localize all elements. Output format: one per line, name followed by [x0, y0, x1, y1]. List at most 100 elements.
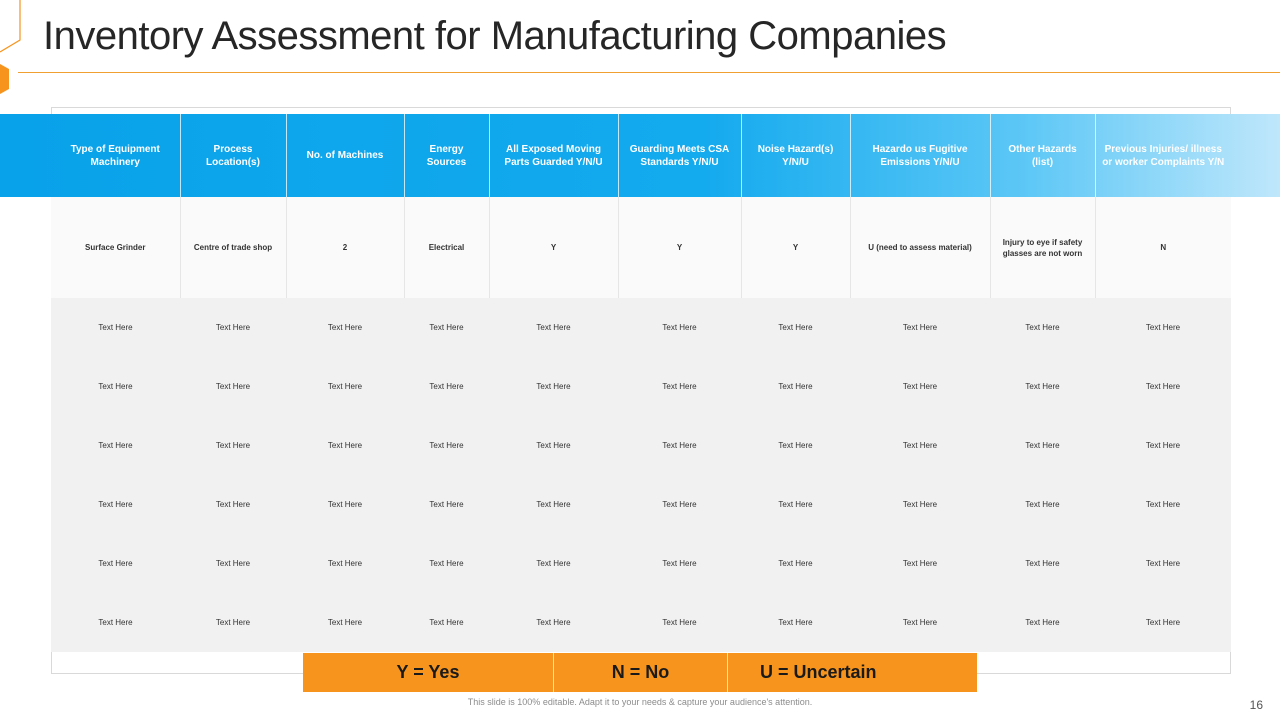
header-cell: No. of Machines [285, 114, 404, 197]
table-cell: Text Here [618, 475, 741, 534]
table-cell: Y [488, 197, 618, 298]
table-cell: Text Here [51, 534, 180, 593]
table-row: Text Here Text Here Text Here Text Here … [51, 475, 1231, 534]
table-cell: 2 [285, 197, 404, 298]
table-cell: Text Here [404, 416, 489, 475]
table-cell: Text Here [850, 416, 990, 475]
table-cell: Text Here [741, 357, 850, 416]
table-cell: Text Here [51, 416, 180, 475]
table-cell: Text Here [286, 534, 404, 593]
table-cell: U (need to assess material) [849, 197, 990, 298]
table-cell: Text Here [286, 593, 404, 652]
legend-divider [553, 653, 554, 692]
table-cell: Text Here [1095, 357, 1231, 416]
table-header-row: Type of Equipment Machinery Process Loca… [51, 114, 1231, 197]
header-cell: Guarding Meets CSA Standards Y/N/U [617, 114, 741, 197]
table-cell: Text Here [850, 534, 990, 593]
table-cell: Text Here [180, 416, 286, 475]
legend-bar: Y = Yes N = No U = Uncertain [303, 653, 977, 692]
table-cell: Text Here [618, 298, 741, 357]
header-cell: Process Location(s) [179, 114, 286, 197]
table-cell: Electrical [403, 197, 489, 298]
table-cell: Y [617, 197, 741, 298]
table-cell: Text Here [404, 534, 489, 593]
table-row: Surface Grinder Centre of trade shop 2 E… [51, 197, 1231, 298]
legend-uncertain: U = Uncertain [760, 662, 877, 682]
table-cell: Text Here [286, 298, 404, 357]
table-cell: Text Here [1095, 298, 1231, 357]
page-title: Inventory Assessment for Manufacturing C… [43, 14, 947, 58]
table-cell: Text Here [286, 475, 404, 534]
table-cell: Text Here [618, 593, 741, 652]
table-cell: Text Here [404, 357, 489, 416]
table-cell: N [1094, 197, 1231, 298]
table-cell: Text Here [180, 298, 286, 357]
header-cell: All Exposed Moving Parts Guarded Y/N/U [488, 114, 618, 197]
table-cell: Text Here [180, 475, 286, 534]
table-cell: Text Here [1095, 593, 1231, 652]
table-cell: Text Here [404, 298, 489, 357]
table-cell: Text Here [51, 298, 180, 357]
table-cell: Surface Grinder [51, 197, 180, 298]
table-cell: Text Here [180, 357, 286, 416]
table-cell: Text Here [741, 593, 850, 652]
table-cell: Text Here [741, 475, 850, 534]
header-cell: Type of Equipment Machinery [70, 143, 160, 168]
table-cell: Text Here [990, 357, 1095, 416]
table-cell: Text Here [990, 298, 1095, 357]
legend-no: N = No [611, 662, 670, 682]
table-cell: Text Here [489, 416, 618, 475]
table-cell: Text Here [51, 357, 180, 416]
table-cell: Text Here [990, 534, 1095, 593]
table-cell: Text Here [51, 475, 180, 534]
table-row: Text Here Text Here Text Here Text Here … [51, 534, 1231, 593]
table-row: Text Here Text Here Text Here Text Here … [51, 357, 1231, 416]
table-cell: Text Here [618, 357, 741, 416]
table-row: Text Here Text Here Text Here Text Here … [51, 298, 1231, 357]
table-cell: Text Here [404, 593, 489, 652]
table-cell: Text Here [489, 475, 618, 534]
header-cell: Other Hazards (list) [989, 114, 1095, 197]
table-cell: Text Here [850, 475, 990, 534]
table-cell: Text Here [741, 416, 850, 475]
table-cell: Text Here [180, 534, 286, 593]
title-divider [18, 72, 1280, 73]
table-cell: Text Here [489, 298, 618, 357]
table-row: Text Here Text Here Text Here Text Here … [51, 593, 1231, 652]
table-cell: Text Here [618, 416, 741, 475]
legend-yes: Y = Yes [396, 662, 460, 682]
table-cell: Centre of trade shop [179, 197, 286, 298]
legend-divider [727, 653, 728, 692]
table-cell: Text Here [850, 593, 990, 652]
footer-note: This slide is 100% editable. Adapt it to… [467, 697, 813, 707]
hexagon-decoration [0, 0, 21, 94]
table-cell: Text Here [286, 416, 404, 475]
table-cell: Text Here [489, 534, 618, 593]
table-row: Text Here Text Here Text Here Text Here … [51, 416, 1231, 475]
table-cell: Text Here [1095, 416, 1231, 475]
table-cell: Text Here [286, 357, 404, 416]
table-cell: Text Here [618, 534, 741, 593]
header-cell: Energy Sources [403, 114, 489, 197]
table-cell: Text Here [741, 534, 850, 593]
table-cell: Text Here [1095, 475, 1231, 534]
header-cell: Noise Hazard(s) Y/N/U [740, 114, 850, 197]
table-cell: Text Here [741, 298, 850, 357]
table-cell: Y [740, 197, 850, 298]
table-cell: Text Here [990, 593, 1095, 652]
table-cell: Text Here [1095, 534, 1231, 593]
table-cell: Text Here [850, 357, 990, 416]
table-cell: Text Here [404, 475, 489, 534]
table-cell: Text Here [850, 298, 990, 357]
table-cell: Text Here [489, 593, 618, 652]
table-cell: Text Here [990, 416, 1095, 475]
table-cell: Text Here [990, 475, 1095, 534]
header-cell: Hazardo us Fugitive Emissions Y/N/U [849, 114, 990, 197]
table-cell: Text Here [180, 593, 286, 652]
inventory-table: Type of Equipment Machinery Process Loca… [51, 114, 1231, 652]
header-cell: Previous Injuries/ illness or worker Com… [1094, 114, 1231, 197]
table-cell: Text Here [489, 357, 618, 416]
page-number: 16 [1249, 698, 1263, 712]
table-cell: Injury to eye if safety glasses are not … [989, 197, 1095, 298]
table-cell: Text Here [51, 593, 180, 652]
